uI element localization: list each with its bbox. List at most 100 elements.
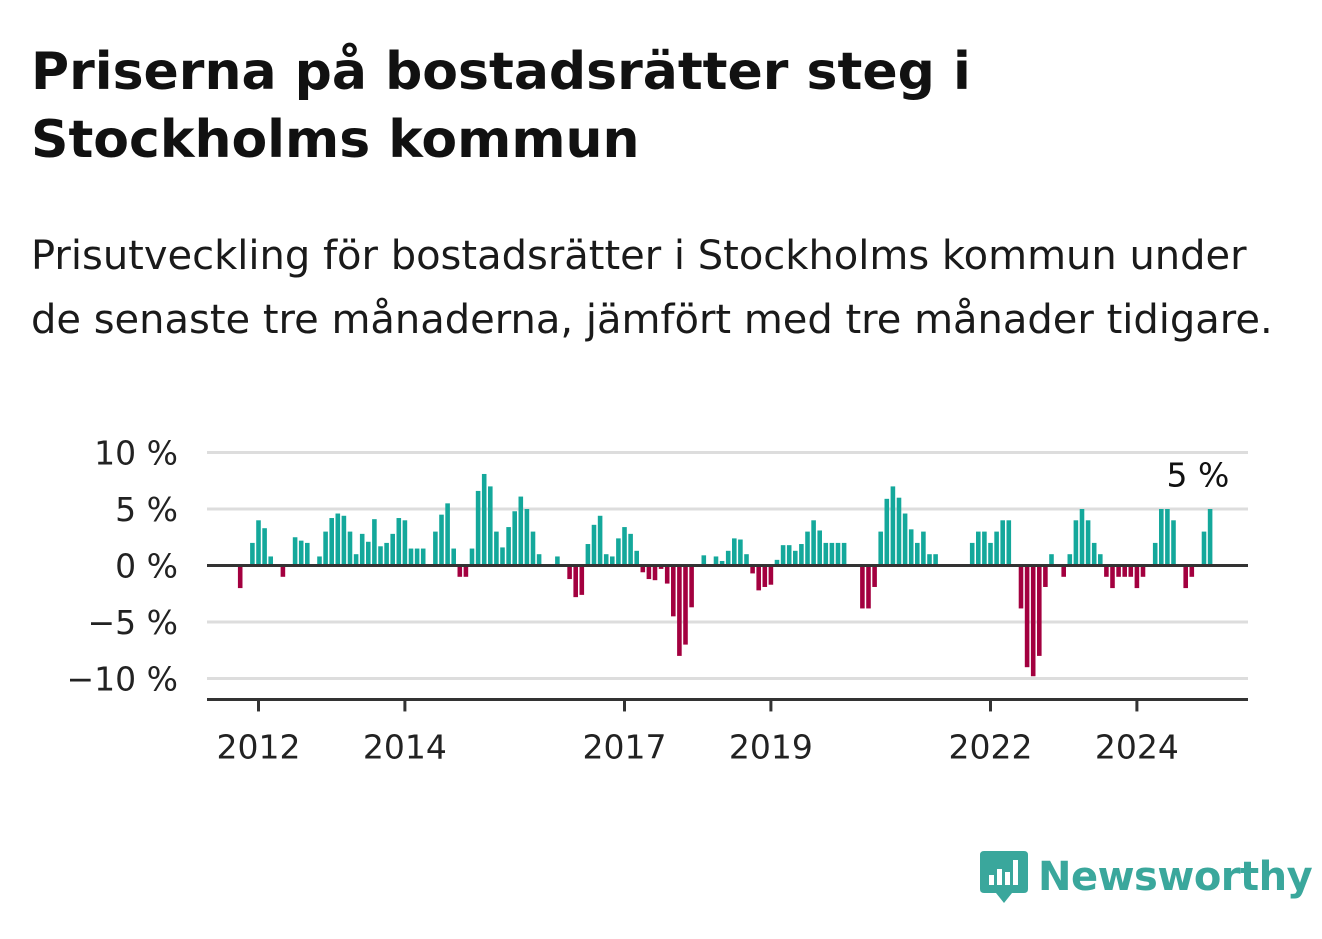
axis-lines bbox=[207, 564, 1248, 701]
bar bbox=[500, 547, 505, 566]
bar bbox=[664, 565, 670, 584]
bar bbox=[402, 520, 408, 566]
bar bbox=[366, 541, 371, 566]
y-tick-label: 5 % bbox=[115, 490, 178, 529]
bar bbox=[1000, 520, 1005, 566]
bar bbox=[902, 513, 908, 566]
bar bbox=[469, 548, 475, 566]
bars bbox=[237, 473, 1213, 677]
bar bbox=[573, 565, 578, 598]
bar bbox=[494, 531, 499, 566]
bar bbox=[774, 559, 780, 566]
grid-lines bbox=[207, 451, 1248, 680]
bar bbox=[1134, 565, 1140, 589]
bar bbox=[799, 544, 804, 566]
bar bbox=[725, 550, 731, 566]
bar bbox=[555, 556, 560, 566]
bar bbox=[896, 497, 902, 566]
bar bbox=[658, 565, 664, 569]
bar bbox=[475, 490, 481, 566]
bar bbox=[347, 531, 353, 566]
bar bbox=[1098, 554, 1103, 566]
bar bbox=[378, 546, 383, 566]
bar bbox=[915, 542, 920, 566]
bar bbox=[1037, 565, 1042, 656]
bar bbox=[719, 560, 725, 566]
bar bbox=[744, 554, 749, 566]
bar bbox=[292, 537, 298, 566]
chart-subtitle: Prisutveckling för bostadsrätter i Stock… bbox=[31, 233, 1273, 343]
bar bbox=[353, 554, 359, 566]
bar bbox=[908, 529, 914, 566]
bar bbox=[463, 565, 469, 577]
x-tick-label: 2022 bbox=[949, 727, 1033, 766]
bar bbox=[439, 514, 444, 566]
bar bbox=[256, 520, 261, 566]
bar bbox=[927, 554, 932, 566]
bar bbox=[506, 527, 511, 566]
bar bbox=[768, 565, 774, 585]
bar bbox=[750, 565, 755, 574]
bar bbox=[591, 524, 597, 566]
bar bbox=[976, 531, 981, 566]
bar bbox=[1030, 565, 1036, 677]
bar bbox=[616, 538, 621, 566]
bar bbox=[878, 531, 883, 566]
logo-text: Newsworthy bbox=[1038, 854, 1313, 900]
bar bbox=[933, 554, 938, 566]
bar bbox=[280, 565, 286, 577]
bar bbox=[329, 518, 334, 566]
bar bbox=[451, 548, 456, 566]
bar bbox=[603, 554, 609, 566]
bar bbox=[786, 545, 792, 566]
bar bbox=[305, 542, 310, 566]
bar bbox=[384, 542, 389, 566]
bar bbox=[817, 530, 822, 566]
bar bbox=[701, 555, 707, 566]
bar bbox=[1128, 565, 1134, 577]
x-tick-label: 2019 bbox=[729, 727, 813, 766]
bar bbox=[420, 548, 426, 566]
bar bbox=[1043, 565, 1048, 587]
x-tick-label: 2017 bbox=[583, 727, 667, 766]
bar bbox=[1165, 509, 1170, 566]
bar bbox=[646, 565, 652, 580]
x-tick-label: 2014 bbox=[363, 727, 447, 766]
bar bbox=[1201, 531, 1207, 566]
bar bbox=[372, 519, 377, 566]
bar bbox=[683, 565, 688, 645]
bar bbox=[860, 565, 865, 609]
bar bbox=[1171, 520, 1176, 566]
bar bbox=[1183, 565, 1188, 589]
bar bbox=[793, 550, 798, 566]
latest-value-annotation: 5 % bbox=[1166, 456, 1229, 495]
bar bbox=[445, 503, 450, 566]
bar bbox=[738, 539, 743, 566]
bar bbox=[829, 542, 835, 566]
bar-chart: 10 % 5 % 0 % −5 % −10 % 2012 2014 2017 2019 2022… bbox=[67, 434, 1248, 766]
bar bbox=[634, 550, 639, 566]
bar bbox=[762, 565, 768, 587]
bar bbox=[396, 518, 402, 566]
bar bbox=[335, 513, 341, 566]
y-tick-label: 0 % bbox=[115, 547, 178, 586]
bar bbox=[597, 515, 603, 566]
bar bbox=[1049, 554, 1054, 566]
bar bbox=[640, 565, 646, 573]
bar bbox=[890, 486, 896, 566]
chart-title: Priserna på bostadsrätter steg i Stockho… bbox=[31, 42, 971, 170]
bar bbox=[530, 531, 536, 566]
bar bbox=[1024, 565, 1030, 668]
bar bbox=[780, 545, 786, 566]
bar bbox=[408, 548, 414, 566]
bar bbox=[988, 542, 993, 566]
bar bbox=[884, 498, 890, 566]
bar bbox=[921, 531, 926, 566]
bar bbox=[567, 565, 572, 580]
bar bbox=[1006, 520, 1012, 566]
y-tick-label: 10 % bbox=[94, 434, 178, 473]
bar bbox=[823, 542, 829, 566]
bar bbox=[671, 565, 676, 617]
newsworthy-logo[interactable]: Newsworthy bbox=[978, 847, 1313, 907]
bar bbox=[1189, 565, 1195, 577]
